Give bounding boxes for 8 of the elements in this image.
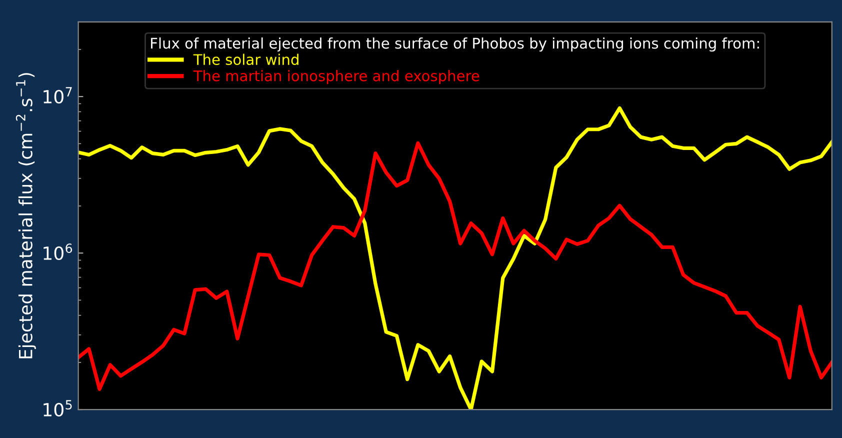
legend-title: Flux of material ejected from the surface of Phobos by impacting ions coming from: bbox=[151, 37, 759, 52]
y-tick-label: 10$^{5}$ bbox=[44, 400, 72, 417]
y-tick-label: 10$^{6}$ bbox=[44, 243, 72, 260]
legend-label: The martian ionosphere and exosphere bbox=[193, 70, 480, 84]
line-series bbox=[78, 141, 832, 391]
y-axis-title: Ejected material flux (cm$^{−2}$.s$^{−1}$) bbox=[16, 73, 36, 358]
y-tick-label: 10$^{7}$ bbox=[44, 87, 72, 104]
legend-label: The solar wind bbox=[193, 54, 298, 66]
